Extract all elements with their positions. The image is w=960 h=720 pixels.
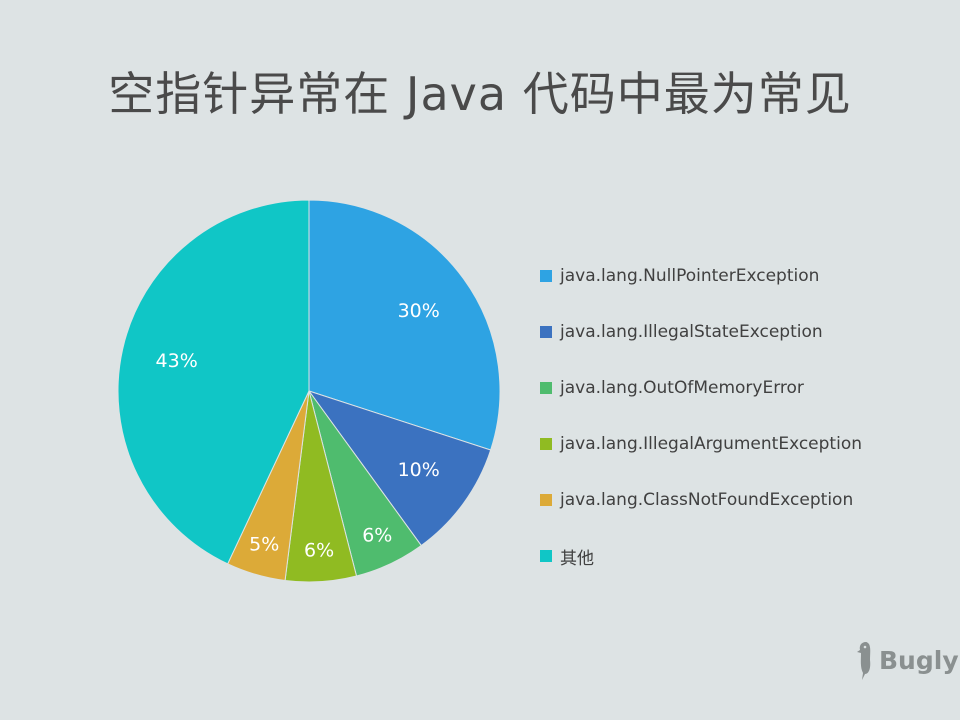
legend-label: java.lang.IllegalStateException	[560, 322, 823, 342]
woodpecker-icon	[857, 642, 871, 680]
legend-label: java.lang.OutOfMemoryError	[560, 378, 804, 398]
legend-label: java.lang.NullPointerException	[560, 266, 820, 286]
chart-title: 空指针异常在 Java 代码中最为常见	[108, 67, 852, 121]
pie-slice-1	[307, 390, 492, 547]
legend-swatch	[540, 438, 552, 450]
legend-label: 其他	[560, 548, 594, 569]
legend-label: java.lang.IllegalArgumentException	[560, 434, 862, 454]
pie-slice-5	[117, 199, 310, 565]
brand-name: Bugly	[879, 645, 959, 675]
legend-label: java.lang.ClassNotFoundException	[560, 490, 854, 510]
legend-swatch	[540, 326, 552, 338]
legend-item-5: 其他	[540, 528, 862, 584]
legend-swatch	[540, 270, 552, 282]
pie-slice-0	[308, 199, 501, 451]
legend-item-0: java.lang.NullPointerException	[540, 248, 862, 304]
legend-item-3: java.lang.IllegalArgumentException	[540, 416, 862, 472]
legend-swatch	[540, 382, 552, 394]
legend-swatch	[540, 550, 552, 562]
legend-item-4: java.lang.ClassNotFoundException	[540, 472, 862, 528]
slice-label-0: 30%	[398, 300, 440, 322]
slice-label-2: 6%	[362, 525, 392, 547]
legend-swatch	[540, 494, 552, 506]
legend-item-1: java.lang.IllegalStateException	[540, 304, 862, 360]
slice-label-1: 10%	[398, 459, 440, 481]
brand-logo: Bugly	[856, 640, 959, 680]
chart-legend: java.lang.NullPointerException java.lang.…	[540, 248, 862, 584]
legend-item-2: java.lang.OutOfMemoryError	[540, 360, 862, 416]
slice-label-4: 5%	[249, 534, 279, 556]
slice-label-5: 43%	[156, 350, 198, 372]
slice-label-3: 6%	[304, 540, 334, 562]
